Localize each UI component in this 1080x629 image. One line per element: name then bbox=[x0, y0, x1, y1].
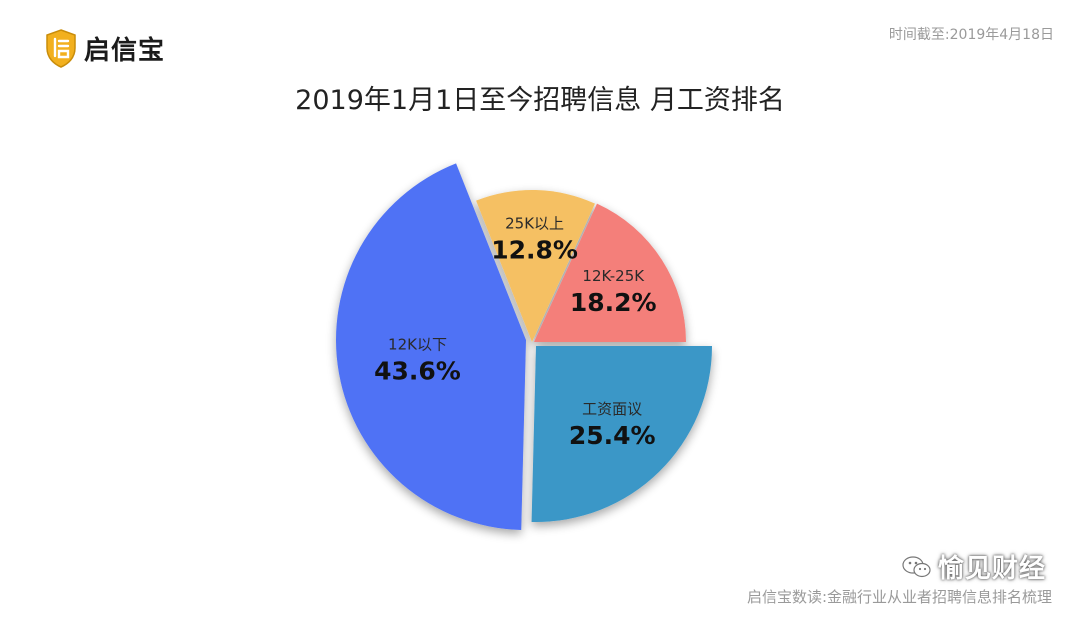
date-note: 时间截至:2019年4月18日 bbox=[888, 27, 1054, 43]
pie-slice-3 bbox=[476, 190, 595, 342]
source-footer: 启信宝数读:金融行业从业者招聘信息排名梳理 bbox=[746, 588, 1052, 606]
slice-value-label: 25.4% bbox=[569, 421, 656, 450]
pie-slices bbox=[335, 163, 712, 530]
wechat-icon bbox=[902, 555, 931, 577]
pie-slice-4 bbox=[534, 203, 686, 342]
slice-value-label: 18.2% bbox=[570, 288, 657, 317]
watermark-text: 愉见财经 bbox=[937, 554, 1046, 584]
slice-value-label: 12.8% bbox=[491, 236, 578, 265]
slice-value-label: 43.6% bbox=[374, 356, 461, 385]
pie-labels: 工资面议 25.4% 12K以下 43.6% 25K以上 12.8%12K-25K 18.2… bbox=[374, 215, 656, 450]
pie-slice-1 bbox=[531, 346, 712, 522]
brand-name: 启信宝 bbox=[84, 35, 166, 66]
slice-label: 工资面议 bbox=[582, 400, 642, 418]
chart-title: 2019年1月1日至今招聘信息 月工资排名 bbox=[295, 85, 785, 116]
shield-logo-icon bbox=[46, 29, 76, 68]
brand-logo: 启信宝 bbox=[44, 26, 165, 70]
watermark: 愉见财经 bbox=[902, 548, 1046, 585]
slice-label: 12K-25K bbox=[582, 267, 645, 285]
slice-label: 12K以下 bbox=[388, 335, 447, 353]
pie-slice-2 bbox=[335, 163, 526, 530]
slice-label: 25K以上 bbox=[505, 215, 564, 233]
